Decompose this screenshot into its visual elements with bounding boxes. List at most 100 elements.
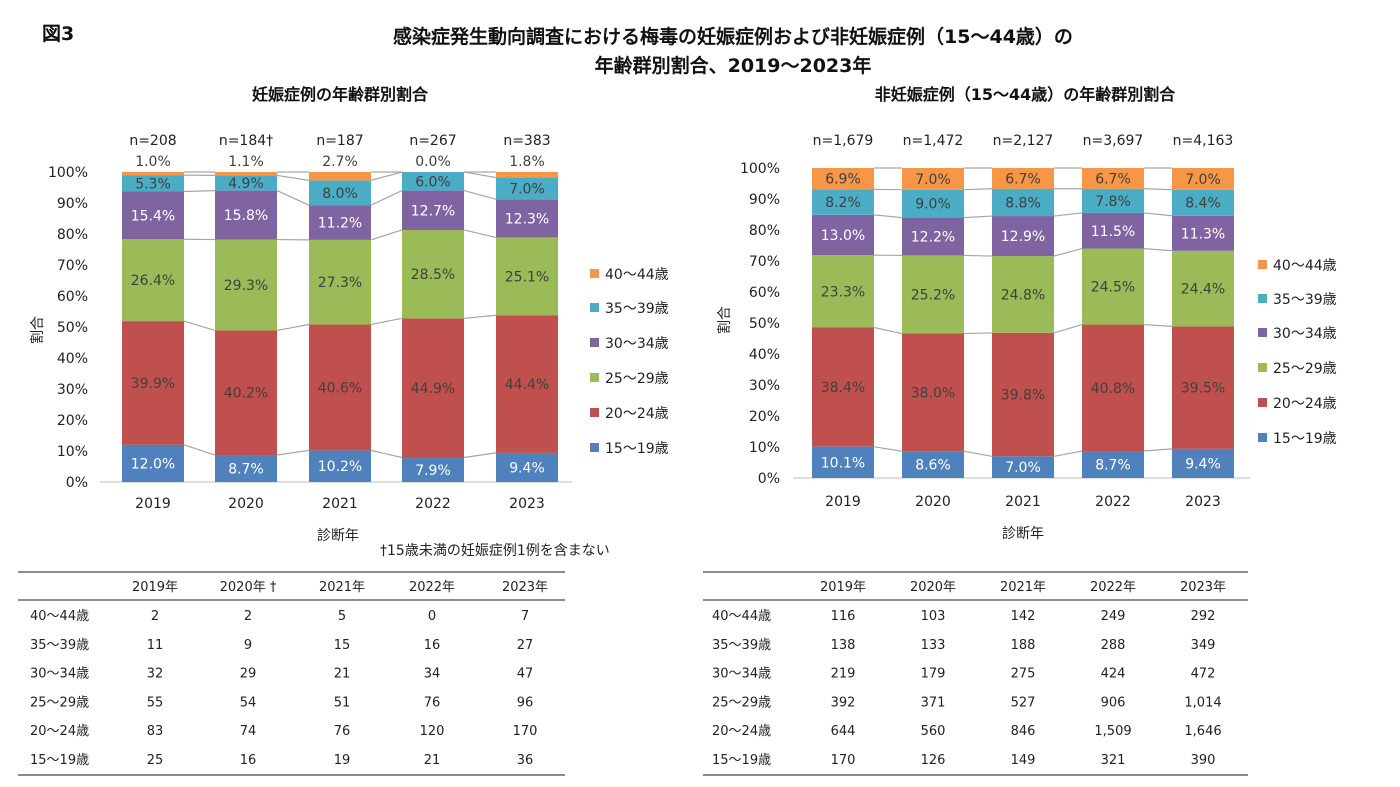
table-row: 20～24歳 83 74 76 120 170 — [30, 724, 537, 739]
table-cell: 103 — [921, 609, 946, 624]
series-line — [463, 190, 497, 200]
data-label: 8.0% — [322, 186, 358, 202]
legend-swatch — [590, 269, 599, 278]
series-line — [370, 190, 403, 206]
row-label: 30～34歳 — [30, 667, 89, 682]
table-cell: 527 — [1011, 695, 1036, 710]
bar-segment — [812, 327, 874, 447]
data-label: 44.4% — [505, 377, 549, 393]
table-header: 2020年 † — [220, 580, 277, 595]
table-header: 2021年 — [319, 580, 365, 595]
x-tick-label: 2023 — [1185, 494, 1221, 510]
table-cell: 472 — [1191, 667, 1216, 682]
table-row: 40～44歳 116 103 142 249 292 — [712, 609, 1215, 624]
data-label: 40.8% — [1091, 381, 1135, 397]
table-cell: 275 — [1011, 667, 1036, 682]
x-tick-label: 2022 — [415, 496, 451, 512]
table-cell: 149 — [1011, 753, 1036, 768]
series-line — [873, 214, 903, 219]
table-cell: 11 — [147, 638, 164, 653]
bar-segment — [812, 168, 874, 190]
bar-segment — [812, 446, 874, 478]
table-cell: 390 — [1191, 753, 1216, 768]
data-label: 40.6% — [318, 380, 362, 396]
bar-segment — [402, 457, 464, 482]
bar-segment — [402, 172, 464, 191]
bar-segment — [215, 330, 277, 456]
series-line — [963, 188, 993, 191]
data-label: 10.2% — [318, 459, 362, 475]
bar-segment — [902, 451, 964, 478]
data-label: 25.2% — [911, 287, 955, 303]
legend-label: 40～44歳 — [1273, 258, 1337, 274]
table-cell: 560 — [921, 724, 946, 739]
y-tick-label: 30% — [57, 382, 88, 398]
table-cell: 76 — [424, 695, 441, 710]
bar-segment — [1082, 212, 1144, 249]
n-label: n=4,163 — [1173, 133, 1234, 149]
bar-segment — [1082, 188, 1144, 213]
table-row: 15～19歳 25 16 19 21 36 — [30, 753, 533, 768]
bar-segment — [902, 217, 964, 256]
bar-segment — [215, 175, 277, 191]
data-label: 12.9% — [1001, 229, 1045, 245]
legend-swatch — [1258, 398, 1267, 407]
data-label: 39.9% — [131, 376, 175, 392]
data-label: 5.3% — [135, 176, 171, 192]
left-chart-title: 妊娠症例の年齢群別割合 — [252, 85, 429, 104]
table-cell: 32 — [147, 667, 164, 682]
series-line — [963, 332, 993, 335]
bar-segment — [1172, 189, 1234, 216]
x-tick-label: 2021 — [322, 496, 358, 512]
bar-segment — [122, 239, 184, 322]
data-label: 7.0% — [1185, 172, 1221, 188]
x-tick-label: 2023 — [509, 496, 545, 512]
y-tick-label: 80% — [57, 227, 88, 243]
table-cell: 74 — [240, 724, 257, 739]
series-line — [963, 215, 993, 219]
series-line — [276, 174, 310, 181]
table-row: 35～39歳 11 9 15 16 27 — [30, 638, 533, 653]
bar-segment — [992, 216, 1054, 257]
bar-segment — [309, 450, 371, 482]
table-header: 2019年 — [820, 580, 866, 595]
data-label: 12.2% — [911, 230, 955, 246]
table-cell: 120 — [420, 724, 445, 739]
y-tick-label: 0% — [66, 475, 88, 491]
legend-swatch — [1258, 328, 1267, 337]
row-label: 25～29歳 — [30, 695, 89, 710]
series-line — [463, 314, 497, 319]
table-header: 2023年 — [502, 580, 548, 595]
data-label: 6.7% — [1095, 171, 1131, 187]
table-cell: 644 — [831, 724, 856, 739]
pregnant-chart: 0% 10% 20% 30% 40% 50% 60% 70% 80% 90% 100% 12.0% 39… — [29, 133, 669, 544]
y-tick-label: 50% — [749, 316, 780, 332]
legend-label: 25～29歳 — [1273, 361, 1337, 377]
legend-swatch — [1258, 260, 1267, 269]
x-tick-label: 2021 — [1005, 494, 1041, 510]
y-tick-label: 10% — [57, 444, 88, 460]
table-cell: 170 — [513, 724, 538, 739]
data-label: 4.9% — [228, 176, 264, 192]
table-cell: 21 — [424, 753, 441, 768]
bar-segment — [122, 191, 184, 240]
series-line — [1143, 448, 1173, 452]
footnote: †15歳未満の妊娠症例1例を含まない — [380, 543, 610, 559]
data-label: 38.4% — [821, 380, 865, 396]
legend-swatch — [1258, 433, 1267, 442]
y-tick-label: 100% — [48, 165, 88, 181]
table-cell: 83 — [147, 724, 164, 739]
row-label: 15～19歳 — [30, 753, 89, 768]
n-label: n=208 — [129, 133, 176, 149]
series-line — [183, 190, 216, 193]
data-label: 25.1% — [505, 269, 549, 285]
bar-segment — [992, 256, 1054, 333]
row-label: 35～39歳 — [30, 638, 89, 653]
legend-label: 15～19歳 — [605, 441, 669, 457]
y-tick-label: 70% — [749, 254, 780, 270]
bar-segment — [402, 190, 464, 230]
table-cell: 424 — [1101, 667, 1126, 682]
data-label: 0.0% — [415, 154, 451, 170]
n-label: n=1,472 — [903, 133, 964, 149]
